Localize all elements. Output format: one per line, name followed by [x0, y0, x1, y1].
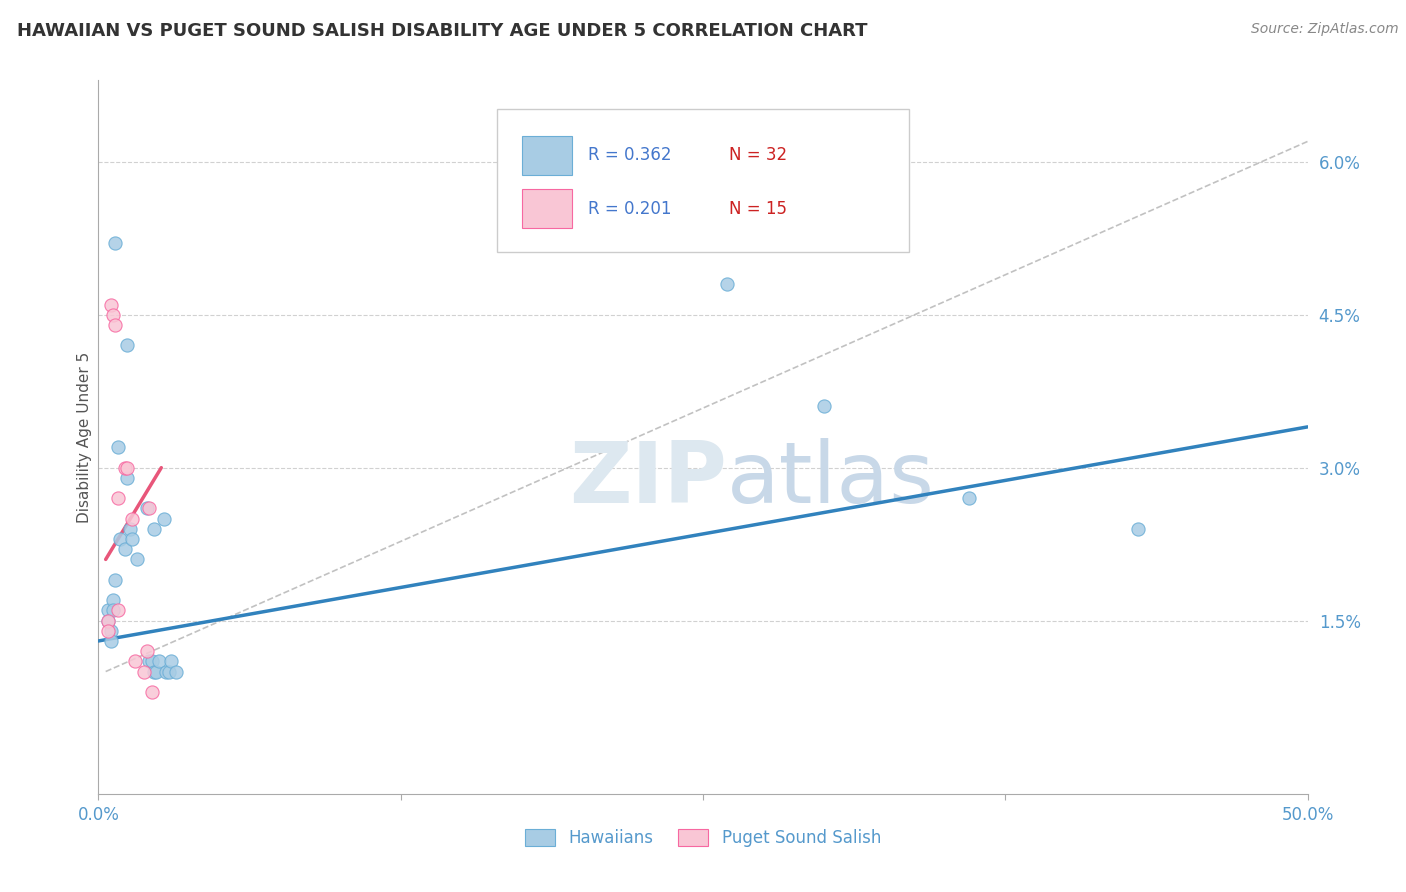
FancyBboxPatch shape: [498, 109, 908, 252]
Point: [107, 440, 129, 454]
Point: [165, 665, 187, 679]
Text: Source: ZipAtlas.com: Source: ZipAtlas.com: [1251, 22, 1399, 37]
Point: [104, 318, 127, 332]
Point: [138, 654, 160, 668]
Point: [141, 654, 163, 668]
Point: [117, 460, 139, 475]
Text: ZIP: ZIP: [569, 438, 727, 522]
Point: [101, 308, 124, 322]
Point: [957, 491, 980, 506]
Point: [716, 277, 738, 292]
Point: [104, 236, 127, 251]
Point: [121, 511, 143, 525]
Text: N = 15: N = 15: [728, 200, 787, 218]
Point: [152, 511, 174, 525]
Text: N = 32: N = 32: [728, 146, 787, 164]
Point: [108, 532, 131, 546]
Point: [118, 522, 141, 536]
Point: [157, 665, 180, 679]
Legend: Hawaiians, Puget Sound Salish: Hawaiians, Puget Sound Salish: [519, 822, 887, 854]
Point: [143, 522, 166, 536]
Point: [124, 654, 146, 668]
Text: R = 0.201: R = 0.201: [588, 200, 671, 218]
Point: [100, 624, 122, 638]
Point: [141, 685, 163, 699]
FancyBboxPatch shape: [522, 189, 572, 228]
Point: [117, 338, 139, 352]
Point: [97, 614, 120, 628]
Point: [127, 552, 149, 566]
Point: [117, 471, 139, 485]
Point: [101, 593, 124, 607]
Text: R = 0.362: R = 0.362: [588, 146, 671, 164]
Point: [97, 624, 120, 638]
Point: [114, 460, 136, 475]
Point: [145, 665, 167, 679]
Point: [104, 573, 127, 587]
Text: HAWAIIAN VS PUGET SOUND SALISH DISABILITY AGE UNDER 5 CORRELATION CHART: HAWAIIAN VS PUGET SOUND SALISH DISABILIT…: [17, 22, 868, 40]
Point: [97, 614, 120, 628]
Point: [114, 542, 136, 557]
Point: [134, 665, 156, 679]
Point: [121, 532, 143, 546]
Point: [107, 491, 129, 506]
Point: [135, 644, 157, 658]
Point: [813, 400, 835, 414]
Point: [97, 603, 120, 617]
Point: [101, 603, 124, 617]
FancyBboxPatch shape: [522, 136, 572, 175]
Text: atlas: atlas: [727, 438, 935, 522]
Point: [138, 501, 160, 516]
Point: [1128, 522, 1150, 536]
Point: [135, 501, 157, 516]
Point: [100, 634, 122, 648]
Point: [107, 603, 129, 617]
Point: [148, 654, 170, 668]
Point: [160, 654, 183, 668]
Point: [155, 665, 177, 679]
Point: [143, 665, 166, 679]
Y-axis label: Disability Age Under 5: Disability Age Under 5: [77, 351, 91, 523]
Point: [100, 297, 122, 311]
